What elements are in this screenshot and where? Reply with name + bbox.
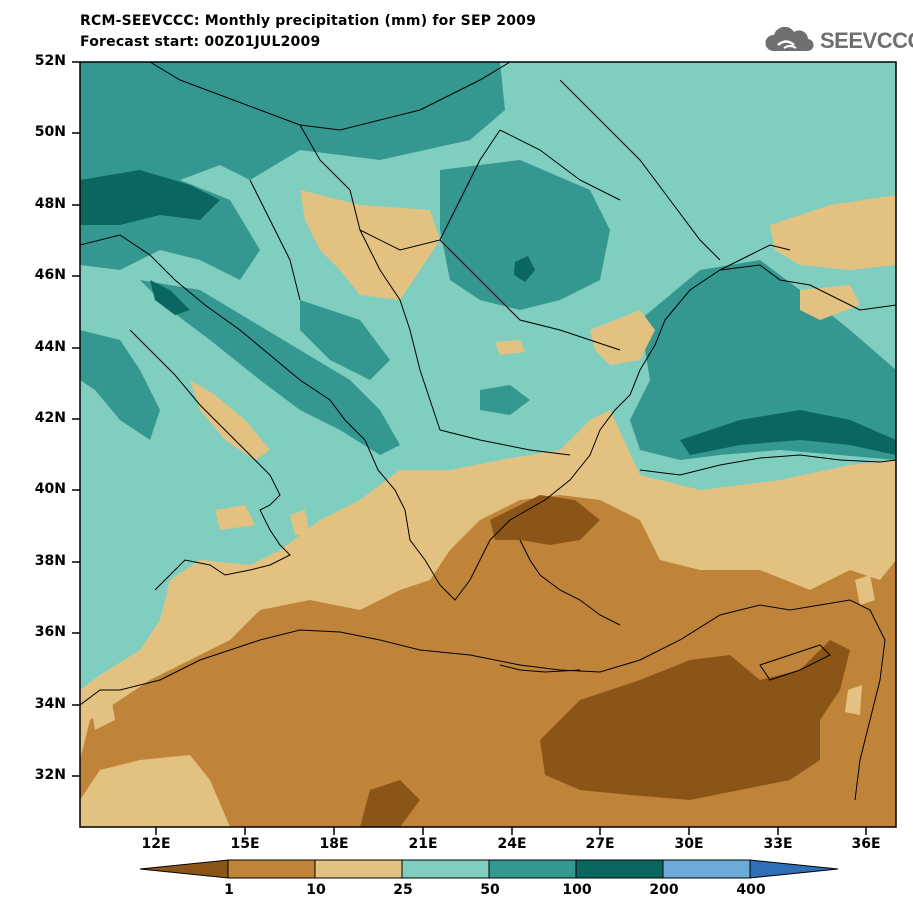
x-axis-label: 24E	[497, 836, 527, 852]
x-axis-label: 15E	[230, 836, 260, 852]
y-axis-label: 46N	[34, 267, 66, 283]
x-axis-label: 12E	[141, 836, 171, 852]
x-axis-label: 21E	[408, 836, 438, 852]
y-axis-label: 42N	[34, 410, 66, 426]
y-axis-label: 50N	[34, 124, 66, 140]
y-axis-label: 52N	[34, 53, 66, 69]
x-axis-label: 36E	[851, 836, 881, 852]
y-axis-label: 44N	[34, 339, 66, 355]
map-title: RCM-SEEVCCC: Monthly precipitation (mm) …	[80, 13, 537, 29]
logo-text: SEEVCCC	[820, 28, 913, 53]
map-frame	[79, 61, 897, 828]
seevccc-logo: SEEVCCC	[764, 26, 913, 56]
colorbar-label: 25	[393, 882, 413, 898]
colorbar-label: 200	[649, 882, 679, 898]
axis-ticks	[72, 61, 867, 835]
colorbar-label: 1	[224, 882, 234, 898]
y-axis-label: 36N	[34, 624, 66, 640]
precipitation-field	[80, 62, 896, 827]
y-axis-label: 32N	[34, 767, 66, 783]
colorbar-label: 10	[306, 882, 326, 898]
cloud-icon	[765, 27, 814, 52]
x-axis-label: 27E	[585, 836, 615, 852]
x-axis-label: 33E	[763, 836, 793, 852]
forecast-start-subtitle: Forecast start: 00Z01JUL2009	[80, 34, 321, 50]
colorbar-label: 100	[562, 882, 592, 898]
y-axis-label: 40N	[34, 481, 66, 497]
y-axis-label: 48N	[34, 196, 66, 212]
x-axis-label: 30E	[674, 836, 704, 852]
colorbar-label: 400	[736, 882, 766, 898]
y-axis-label: 38N	[34, 553, 66, 569]
y-axis-label: 34N	[34, 696, 66, 712]
x-axis-label: 18E	[319, 836, 349, 852]
colorbar-label: 50	[480, 882, 500, 898]
coastlines-and-borders	[80, 62, 896, 801]
